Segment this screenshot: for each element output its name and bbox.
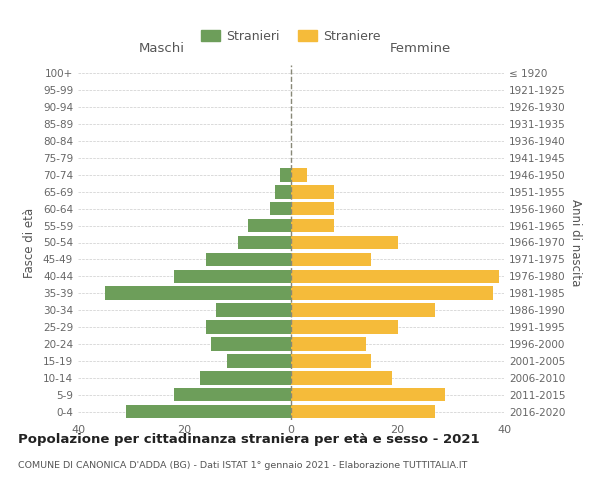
Bar: [291, 405, 435, 418]
Bar: [104, 286, 291, 300]
Bar: [291, 354, 371, 368]
Bar: [211, 337, 291, 350]
Bar: [238, 236, 291, 250]
Bar: [291, 320, 398, 334]
Text: Femmine: Femmine: [389, 42, 451, 56]
Bar: [200, 371, 291, 384]
Bar: [227, 354, 291, 368]
Bar: [291, 337, 365, 350]
Bar: [174, 270, 291, 283]
Bar: [291, 168, 307, 181]
Bar: [291, 252, 371, 266]
Bar: [206, 252, 291, 266]
Bar: [275, 185, 291, 198]
Bar: [270, 202, 291, 215]
Legend: Stranieri, Straniere: Stranieri, Straniere: [196, 25, 386, 48]
Bar: [291, 286, 493, 300]
Text: COMUNE DI CANONICA D'ADDA (BG) - Dati ISTAT 1° gennaio 2021 - Elaborazione TUTTI: COMUNE DI CANONICA D'ADDA (BG) - Dati IS…: [18, 460, 467, 469]
Bar: [291, 388, 445, 402]
Bar: [291, 185, 334, 198]
Bar: [291, 304, 435, 317]
Bar: [206, 320, 291, 334]
Text: Popolazione per cittadinanza straniera per età e sesso - 2021: Popolazione per cittadinanza straniera p…: [18, 432, 479, 446]
Y-axis label: Anni di nascita: Anni di nascita: [569, 199, 582, 286]
Bar: [291, 219, 334, 232]
Bar: [291, 270, 499, 283]
Bar: [280, 168, 291, 181]
Bar: [126, 405, 291, 418]
Bar: [248, 219, 291, 232]
Bar: [291, 236, 398, 250]
Bar: [174, 388, 291, 402]
Text: Maschi: Maschi: [139, 42, 185, 56]
Bar: [291, 371, 392, 384]
Bar: [217, 304, 291, 317]
Bar: [291, 202, 334, 215]
Y-axis label: Fasce di età: Fasce di età: [23, 208, 36, 278]
